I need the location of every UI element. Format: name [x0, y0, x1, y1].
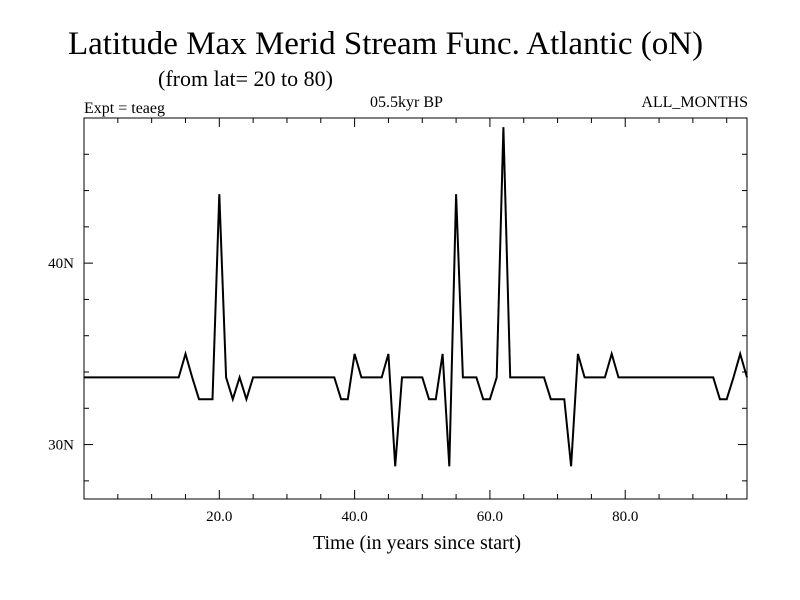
experiment-label: Expt = teaeg [84, 100, 165, 117]
x-tick-label: 20.0 [206, 509, 232, 525]
x-axis-label: Time (in years since start) [312, 532, 522, 554]
axis-ticks [84, 118, 747, 499]
plot-frame [83, 117, 748, 500]
months-label: ALL_MONTHS [641, 94, 748, 111]
period-label: 05.5kyr BP [370, 94, 443, 111]
chart-subtitle: (from lat= 20 to 80) [158, 66, 333, 91]
x-tick-label: 40.0 [341, 509, 367, 525]
x-tick-label: 60.0 [477, 509, 503, 525]
x-tick-label: 80.0 [612, 509, 638, 525]
y-tick-label: 30N [48, 438, 74, 454]
y-tick-label: 40N [48, 256, 74, 272]
series-line [84, 127, 748, 467]
chart-title: Latitude Max Merid Stream Func. Atlantic… [68, 26, 704, 62]
axis-tick-labels: 20.0 40.0 60.0 80.0 30N 40N [48, 256, 638, 525]
